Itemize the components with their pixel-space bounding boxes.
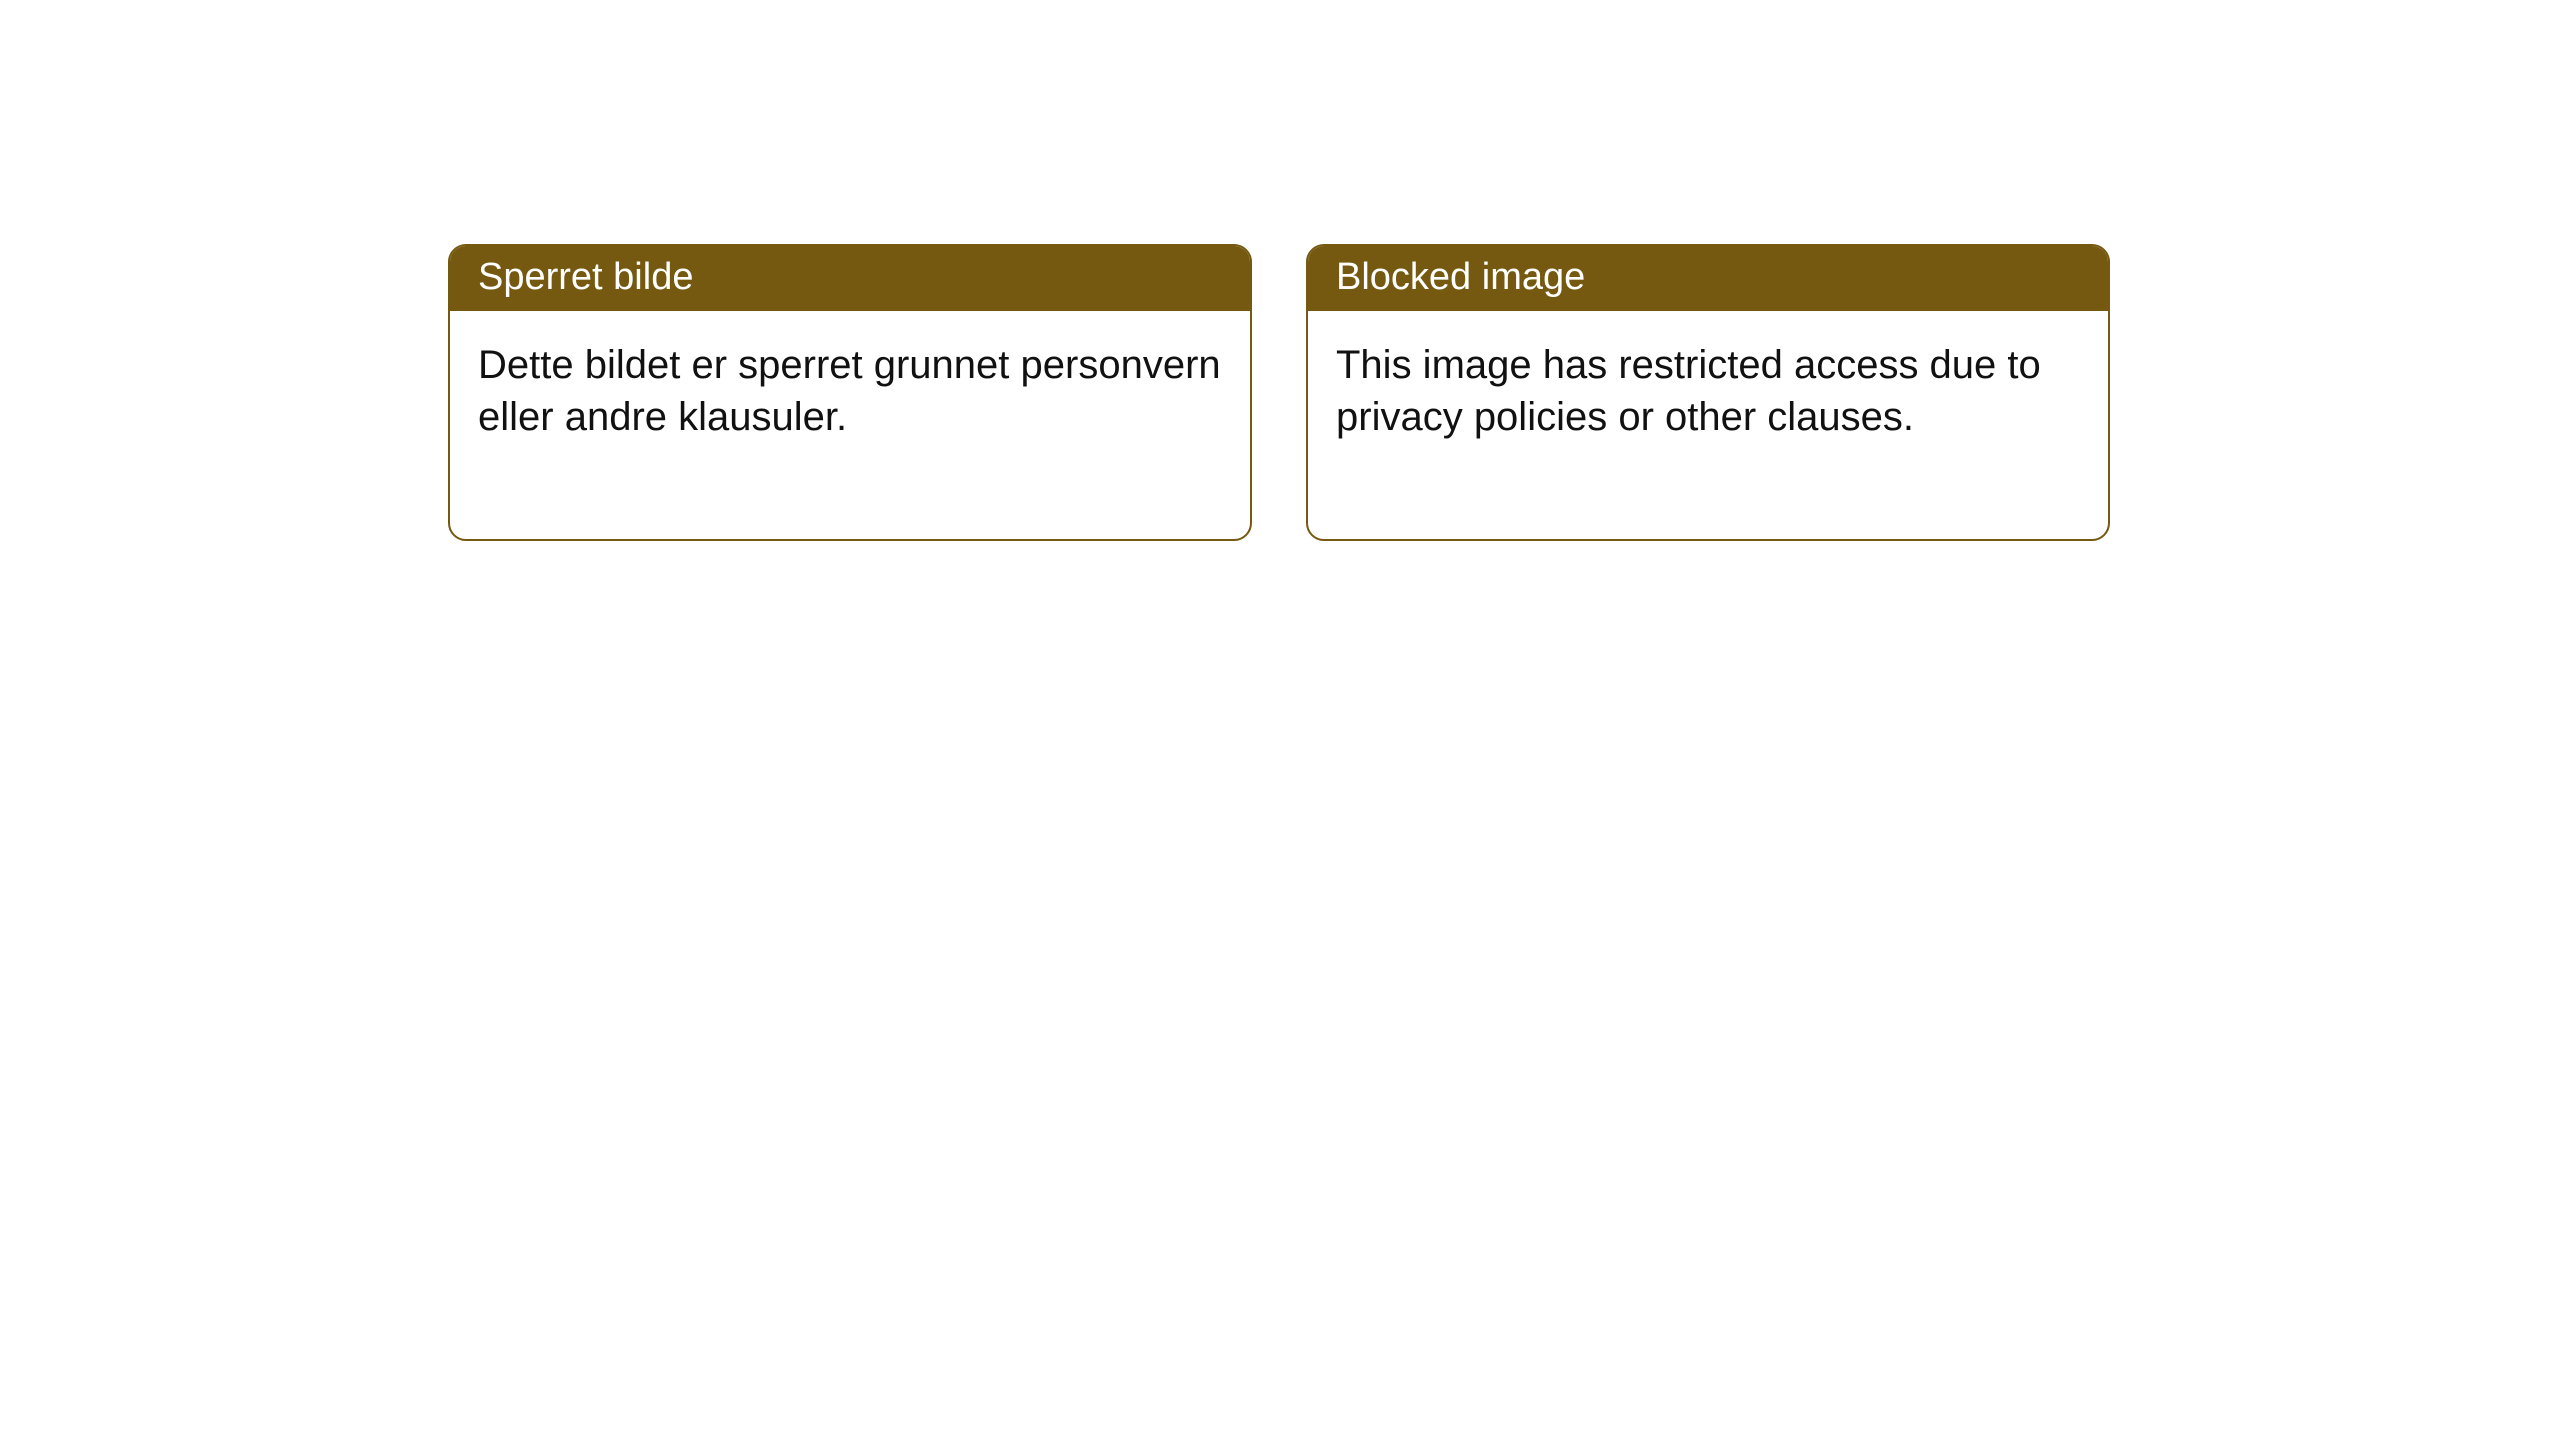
notice-message: This image has restricted access due to …	[1336, 343, 2041, 439]
notice-header: Blocked image	[1308, 246, 2108, 311]
notice-card-english: Blocked image This image has restricted …	[1306, 244, 2110, 541]
notice-body: Dette bildet er sperret grunnet personve…	[450, 311, 1250, 539]
notice-cards-container: Sperret bilde Dette bildet er sperret gr…	[448, 244, 2110, 541]
notice-card-norwegian: Sperret bilde Dette bildet er sperret gr…	[448, 244, 1252, 541]
notice-message: Dette bildet er sperret grunnet personve…	[478, 343, 1221, 439]
notice-body: This image has restricted access due to …	[1308, 311, 2108, 539]
notice-header: Sperret bilde	[450, 246, 1250, 311]
notice-title: Sperret bilde	[478, 256, 693, 298]
notice-title: Blocked image	[1336, 256, 1585, 298]
